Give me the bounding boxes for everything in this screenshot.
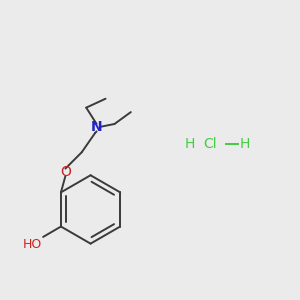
Text: H: H <box>184 137 195 151</box>
Text: H: H <box>239 137 250 151</box>
Text: N: N <box>91 120 102 134</box>
Text: HO: HO <box>22 238 42 251</box>
Text: O: O <box>60 164 71 178</box>
Text: Cl: Cl <box>203 137 217 151</box>
